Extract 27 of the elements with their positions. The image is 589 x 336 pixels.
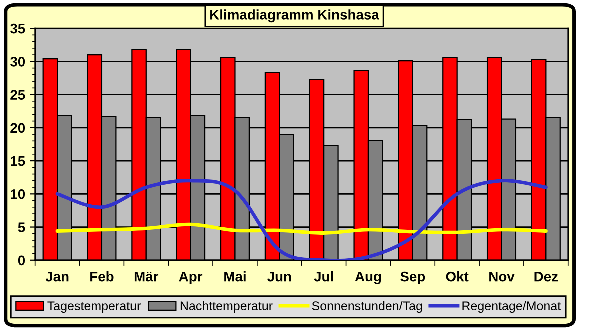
x-tick-label: Apr (179, 272, 203, 284)
x-tick-label: Feb (90, 272, 114, 282)
legend-label: Nachttemperatur (180, 301, 273, 313)
x-tick-label: Nov (490, 272, 515, 282)
y-tick-label: 10 (11, 189, 26, 200)
y-tick-label: 0 (18, 256, 26, 266)
x-tick-label: Jul (314, 272, 334, 282)
y-tick-label: 25 (10, 90, 26, 100)
x-tick-label: Sep (400, 272, 426, 284)
y-tick-label: 15 (11, 156, 26, 166)
x-tick-label: Mai (224, 272, 246, 282)
y-tick-label: 20 (10, 123, 26, 134)
x-tick-label: Dez (534, 272, 558, 282)
x-tick-label: Jun (268, 272, 292, 282)
x-tick-label: Mär (134, 272, 159, 282)
legend-label: Tagestemperatur (48, 302, 141, 313)
legend-label: Regentage/Monat (462, 301, 561, 313)
x-tick-label: Aug (355, 272, 382, 284)
y-tick-label: 5 (18, 222, 26, 232)
line-series (56, 222, 548, 235)
chart-title: Klimadiagramm Kinshasa (210, 10, 380, 23)
y-tick-label: 35 (10, 24, 26, 34)
line-series (56, 179, 548, 260)
legend-label: Sonnenstunden/Tag (312, 301, 422, 313)
x-tick-label: Jan (46, 272, 69, 282)
x-tick-label: Okt (446, 272, 469, 282)
y-tick-label: 30 (10, 57, 26, 67)
